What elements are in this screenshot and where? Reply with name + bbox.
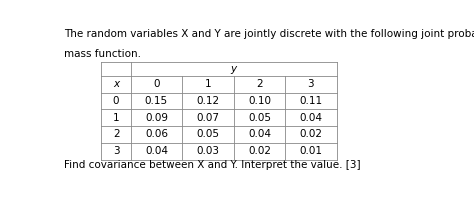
Text: 0.01: 0.01 [300,146,322,156]
Text: 1: 1 [205,79,211,89]
Text: 0: 0 [113,96,119,106]
Text: 0.10: 0.10 [248,96,271,106]
Text: mass function.: mass function. [64,49,141,59]
Text: 1: 1 [113,113,119,123]
Text: y: y [230,64,237,74]
Text: 0: 0 [153,79,160,89]
Text: 0.15: 0.15 [145,96,168,106]
Text: 0.05: 0.05 [248,113,271,123]
Text: 0.03: 0.03 [196,146,219,156]
Text: 0.11: 0.11 [299,96,322,106]
Text: 2: 2 [256,79,263,89]
Text: 3: 3 [308,79,314,89]
Text: 0.02: 0.02 [300,129,322,139]
Text: 0.04: 0.04 [145,146,168,156]
Text: 0.09: 0.09 [145,113,168,123]
Text: 0.05: 0.05 [196,129,219,139]
Text: 0.02: 0.02 [248,146,271,156]
Text: 0.06: 0.06 [145,129,168,139]
Text: 0.07: 0.07 [196,113,219,123]
Text: x: x [113,79,119,89]
Text: 3: 3 [113,146,119,156]
Text: Find covariance between X and Y. Interpret the value. [3]: Find covariance between X and Y. Interpr… [64,160,360,170]
Text: The random variables X and Y are jointly discrete with the following joint proba: The random variables X and Y are jointly… [64,29,474,39]
Text: 2: 2 [113,129,119,139]
Text: 0.12: 0.12 [196,96,219,106]
Text: 0.04: 0.04 [300,113,322,123]
Text: 0.04: 0.04 [248,129,271,139]
